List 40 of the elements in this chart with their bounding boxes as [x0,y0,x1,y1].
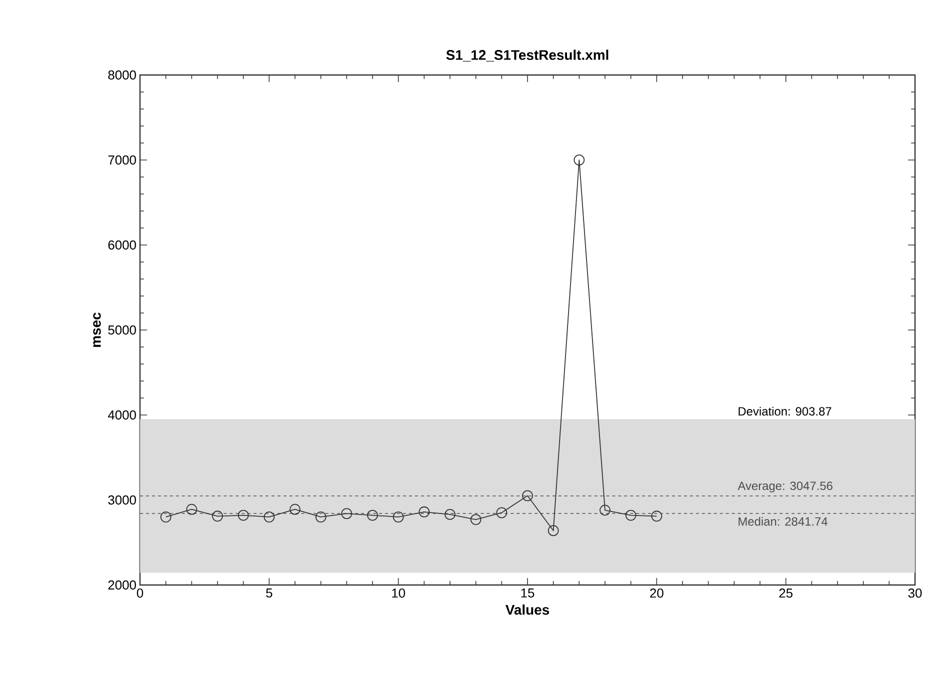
x-tick-label: 30 [908,588,922,598]
x-axis-title: Values [506,604,550,615]
y-axis-title: msec [93,312,101,347]
band-label: Deviation: 903.87 [738,406,832,416]
y-tick-label: 6000 [108,240,136,250]
point [496,507,508,518]
point [600,504,610,516]
ref-line-label: Average: 3047.56 [738,482,832,492]
point [341,508,352,520]
point [186,504,198,515]
point [367,510,378,521]
point [522,490,533,502]
point [625,510,636,521]
ref-line-label: Median: 2841.74 [738,516,828,526]
y-tick-label: 7000 [108,155,136,165]
x-tick-label: 5 [266,588,272,598]
chart-title: S1_12_S1TestResult.xml [446,50,608,62]
point [392,512,404,522]
y-tick-label: 2000 [108,580,136,590]
point [470,514,482,525]
point [651,510,662,522]
point [160,512,172,522]
y-tick-label: 3000 [108,495,136,505]
x-tick-label: 15 [521,588,534,598]
x-tick-label: 25 [779,588,792,598]
point [574,154,585,166]
point [238,510,249,521]
y-tick-label: 5000 [108,325,136,335]
point [212,510,223,522]
point [290,504,300,515]
x-tick-label: 0 [136,588,144,598]
x-tick-label: 20 [650,588,664,598]
point [444,508,456,520]
point [548,525,559,536]
y-tick-label: 8000 [108,70,136,80]
y-tick-label: 4000 [108,410,136,420]
point [315,512,326,522]
x-tick-label: 10 [392,588,406,598]
point [264,512,275,522]
point [418,506,430,518]
